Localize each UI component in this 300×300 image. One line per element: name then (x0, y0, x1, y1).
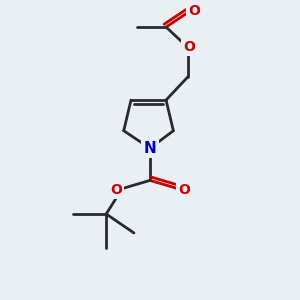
Text: O: O (178, 183, 190, 197)
Text: N: N (144, 141, 156, 156)
Text: O: O (188, 4, 200, 18)
Text: O: O (110, 183, 122, 197)
Text: O: O (184, 40, 195, 54)
